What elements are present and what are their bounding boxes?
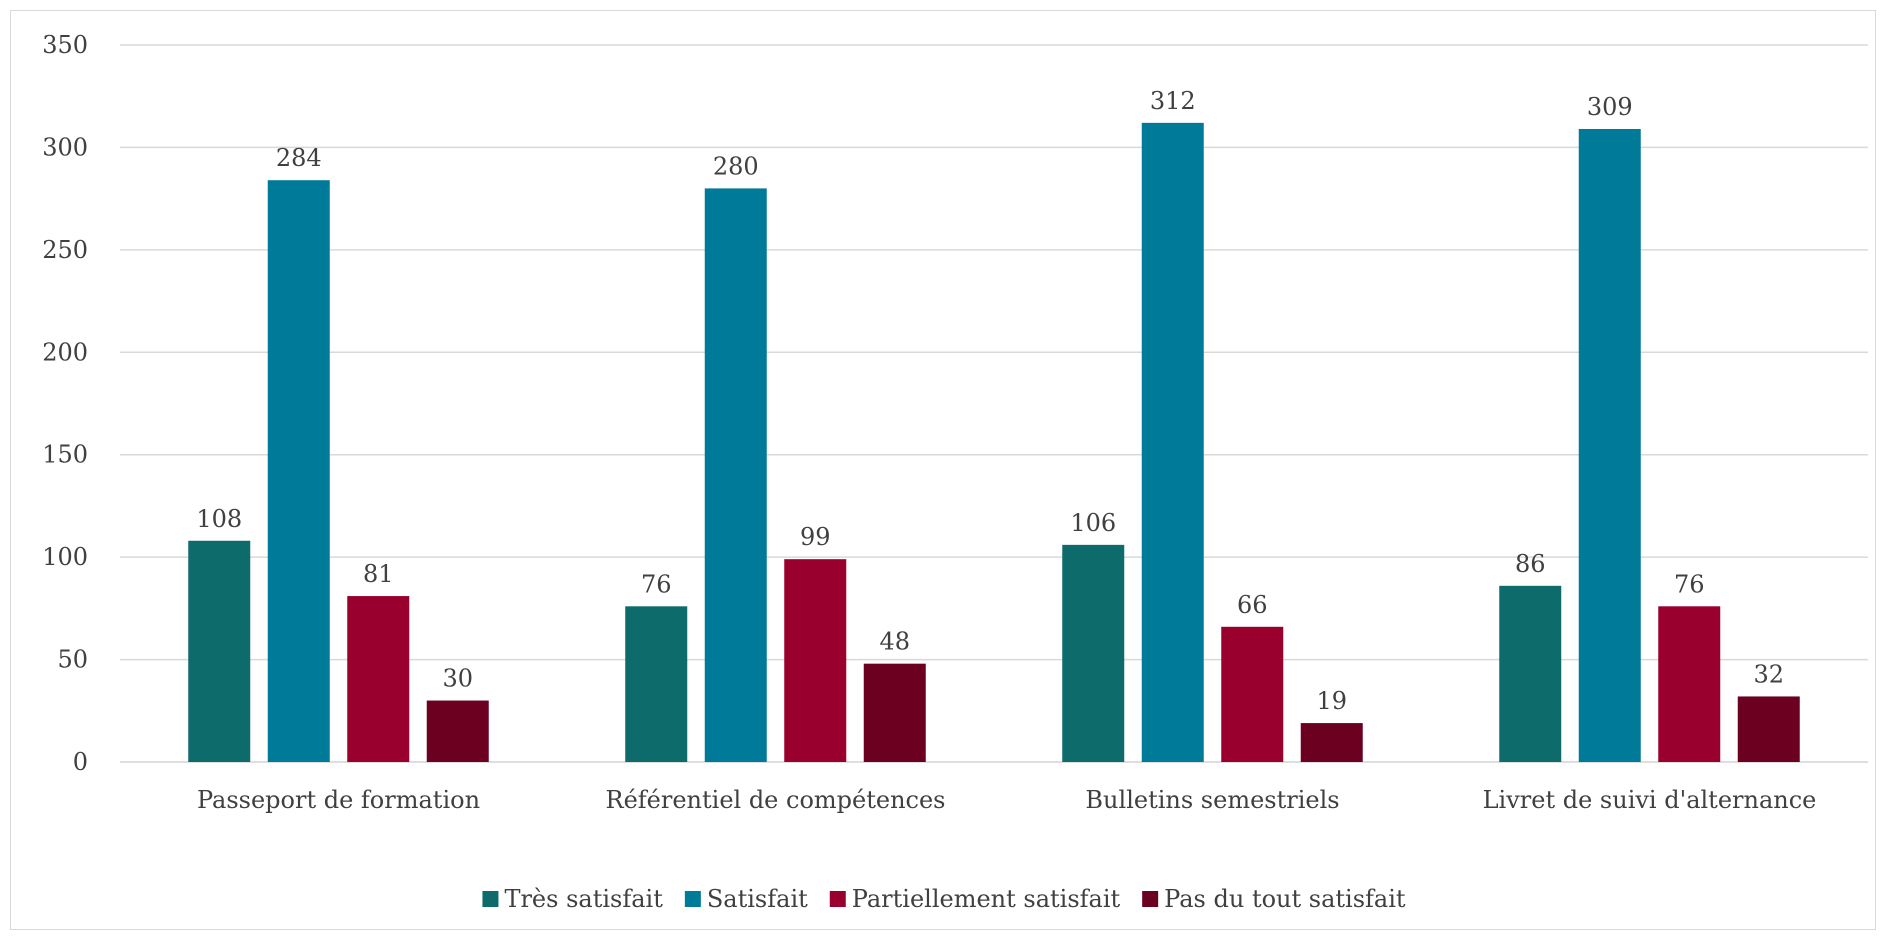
bar: [1499, 585, 1562, 762]
data-label: 106: [1070, 509, 1116, 537]
x-axis-category-labels: Passeport de formation Référentiel de com…: [197, 786, 1816, 814]
data-label: 19: [1316, 687, 1347, 715]
bar: [188, 540, 251, 762]
legend-label: Pas du tout satisfait: [1164, 885, 1406, 913]
legend-item: Pas du tout satisfait: [1142, 885, 1406, 913]
y-tick-label: 250: [42, 236, 88, 264]
data-label: 280: [713, 152, 759, 180]
y-tick-label: 150: [42, 441, 88, 469]
bar: [625, 606, 688, 762]
x-category-label: Bulletins semestriels: [1085, 786, 1339, 814]
bar: [1062, 544, 1125, 762]
data-label: 66: [1237, 591, 1268, 619]
y-tick-label: 50: [57, 646, 88, 674]
data-label: 86: [1515, 550, 1546, 578]
data-label: 108: [196, 505, 242, 533]
bar: [863, 663, 926, 762]
data-label: 76: [1674, 570, 1705, 598]
legend-label: Partiellement satisfait: [852, 885, 1121, 913]
legend-item: Partiellement satisfait: [829, 885, 1121, 913]
bar: [347, 596, 410, 762]
bar: [1141, 122, 1204, 763]
bar: [426, 700, 489, 762]
legend-swatch: [1142, 891, 1159, 907]
bar: [267, 180, 330, 763]
bar: [1737, 696, 1800, 762]
data-label: 76: [641, 570, 672, 598]
legend-label: Satisfait: [707, 885, 808, 913]
y-tick-label: 350: [42, 31, 88, 59]
data-label: 48: [879, 628, 910, 656]
data-label: 312: [1150, 87, 1196, 115]
data-label: 30: [442, 665, 473, 693]
bar: [1221, 626, 1284, 762]
y-tick-label: 100: [42, 543, 88, 571]
data-label: 32: [1753, 660, 1784, 688]
x-category-label: Référentiel de compétences: [606, 786, 946, 814]
x-category-label: Livret de suivi d'alternance: [1483, 786, 1817, 814]
y-tick-label: 200: [42, 338, 88, 366]
y-tick-label: 300: [42, 133, 88, 161]
bar: [784, 559, 847, 762]
data-label: 81: [363, 560, 394, 588]
data-label: 284: [276, 144, 322, 172]
data-label: 309: [1587, 93, 1633, 121]
bar: [704, 188, 767, 762]
legend-item: Très satisfait: [482, 885, 663, 913]
legend: Très satisfait Satisfait Partiellement sat…: [482, 885, 1406, 913]
bar: [1658, 606, 1721, 762]
legend-item: Satisfait: [684, 885, 808, 913]
x-category-label: Passeport de formation: [197, 786, 480, 814]
legend-swatch: [482, 891, 499, 907]
gridlines: [120, 44, 1868, 763]
y-tick-label: 0: [73, 748, 88, 776]
legend-swatch: [829, 891, 846, 907]
legend-label: Très satisfait: [504, 885, 663, 913]
bar: [1300, 723, 1363, 762]
bars: [188, 122, 1800, 763]
legend-swatch: [684, 891, 701, 907]
data-labels: 108 284 81 30 76 280 99 48 106 312 66 19 86 309 76 32: [196, 87, 1784, 715]
data-label: 99: [800, 523, 831, 551]
bar: [1578, 128, 1641, 762]
y-axis-tick-labels: 0 50 100 150 200 250 300 350: [42, 31, 88, 776]
